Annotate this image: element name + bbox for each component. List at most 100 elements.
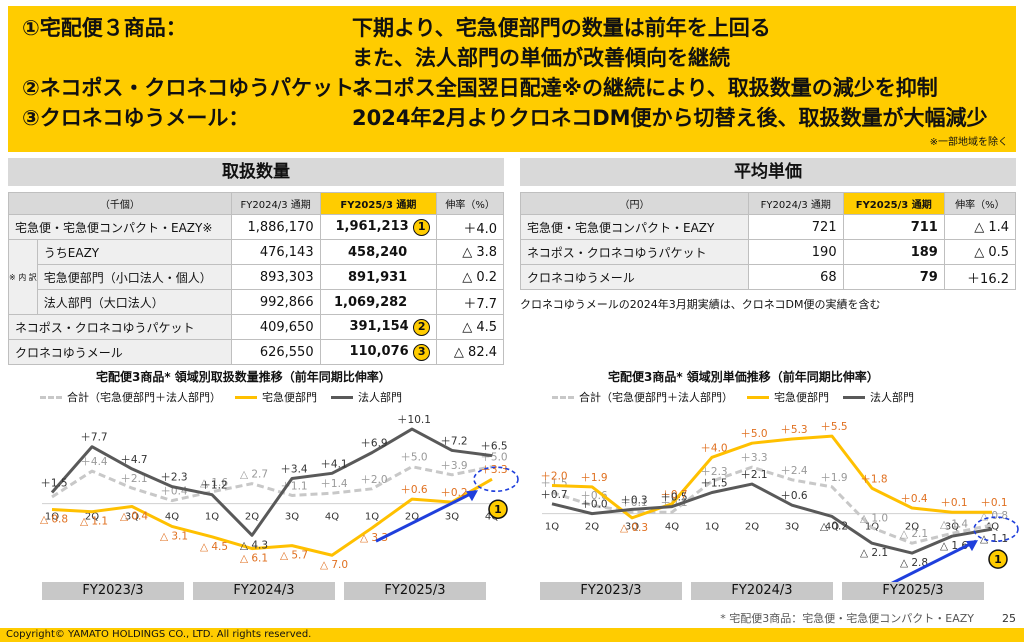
- data-label-corporate: ＋0.6: [780, 490, 808, 502]
- row-value-fy25-text: 110,076: [349, 343, 409, 359]
- row-rate: △ 4.5: [436, 314, 504, 340]
- data-label-takkyubin: ＋0.4: [900, 493, 928, 505]
- row-rate: △ 0.5: [943, 239, 1017, 265]
- data-label-corporate: ＋1.5: [40, 478, 67, 490]
- data-label-corporate: ＋7.2: [440, 435, 467, 447]
- data-label-corporate: ＋6.5: [480, 441, 507, 453]
- legend-label: 法人部門: [870, 391, 914, 404]
- data-label-total: ＋2.1: [120, 473, 147, 485]
- data-label-takkyubin: △ 0.8: [40, 513, 68, 525]
- banner-line-2: ②ネコポス・クロネコゆうパケット： ネコポス全国翌日配達※の継続により、取扱数量…: [22, 72, 938, 102]
- banner-note: ※一部地域を除く: [929, 137, 1008, 148]
- legend-item-corporate: 法人部門: [843, 389, 914, 405]
- highlight-ellipse: [973, 516, 1019, 542]
- data-label-takkyubin: △ 5.7: [280, 550, 308, 562]
- fy-label-left-1: FY2023/3: [42, 582, 184, 600]
- table-row: 宅急便・宅急便コンパクト・EAZY 721 711 △ 1.4: [520, 214, 1017, 240]
- banner-line-1: ①宅配便３商品： 下期より、宅急便部門の数量は前年を上回る: [22, 12, 771, 42]
- row-label: うちEAZY: [36, 239, 232, 265]
- data-label-total: ＋1.9: [820, 472, 847, 484]
- data-label-takkyubin: ＋2.0: [540, 470, 567, 482]
- row-value-fy24: 476,143: [230, 239, 321, 265]
- table-row: ※ 内 訳 うちEAZY 476,143 458,240 △ 3.8: [8, 239, 504, 315]
- data-label-takkyubin: ＋5.5: [820, 421, 847, 433]
- data-label-takkyubin: ＋0.1: [940, 497, 967, 509]
- data-label-takkyubin: △ 6.1: [240, 553, 268, 565]
- row-label: 宅急便・宅急便コンパクト・EAZY: [520, 214, 749, 240]
- highlight-arrowhead: [466, 490, 478, 502]
- legend-swatch: [331, 395, 353, 399]
- data-label-total: △ 1.4: [940, 518, 968, 530]
- row-label: 宅急便・宅急便コンパクト・EAZY※: [8, 214, 232, 240]
- data-label-takkyubin: △ 3.1: [160, 530, 188, 542]
- x-tick-label: 2Q: [745, 522, 759, 533]
- badge-1-label: 1: [994, 553, 1002, 566]
- data-label-takkyubin: △ 3.3: [360, 532, 388, 544]
- row-value-fy24: 409,650: [230, 314, 321, 340]
- x-tick-label: 3Q: [945, 522, 959, 533]
- legend-item-corporate: 法人部門: [331, 389, 402, 405]
- legend-item-takkyubin: 宅急便部門: [235, 389, 317, 405]
- data-label-corporate: ＋4.7: [120, 454, 147, 466]
- price-section-title: 平均単価: [520, 158, 1016, 186]
- x-tick-label: 4Q: [485, 512, 499, 523]
- data-label-total: ＋4.4: [80, 456, 108, 468]
- data-label-takkyubin: ＋0.1: [980, 497, 1007, 509]
- row-value-fy25: 391,154 2: [319, 314, 438, 340]
- data-label-total: △ 1.0: [860, 513, 888, 525]
- volume-section-title: 取扱数量: [8, 158, 504, 186]
- chart-left-title: 宅配便3商品* 領域別取扱数量推移（前年同期比伸率）: [96, 370, 391, 384]
- table-row: クロネコゆうメール 626,550 110,076 3 △ 82.4: [8, 339, 504, 365]
- data-label-corporate: ＋6.9: [360, 438, 387, 450]
- row-label: 法人部門（大口法人）: [36, 289, 232, 315]
- x-tick-label: 4Q: [665, 522, 679, 533]
- row-value-fy25: 110,076 3: [319, 339, 438, 365]
- data-label-corporate: ＋0.3: [620, 494, 647, 506]
- data-label-total: △ 2.1: [900, 528, 928, 540]
- x-tick-label: 1Q: [45, 512, 59, 523]
- data-label-takkyubin: ＋5.0: [740, 428, 767, 440]
- x-tick-label: 2Q: [585, 522, 599, 533]
- banner-desc-1b: また、法人部門の単価が改善傾向を継続: [352, 46, 730, 70]
- price-trend-chart: 1Q 2Q 3Q 4Q 1Q 2Q 3Q 4Q 1Q 2Q 3Q 4Q＋1.5＋0.6＋0.1 ＋0.1…: [540, 421, 1019, 593]
- row-value-fy24: 1,886,170: [230, 214, 321, 240]
- x-tick-label: 3Q: [125, 512, 139, 523]
- data-label-corporate: △ 2.8: [900, 557, 928, 569]
- banner-line-3: ③クロネコゆうメール： 2024年2月よりクロネコDM便から切替え後、取扱数量が…: [22, 102, 988, 132]
- page-number: 25: [1002, 612, 1016, 625]
- data-label-corporate: ＋2.1: [740, 469, 767, 481]
- table-row: 法人部門（大口法人） 992,866 1,069,282 ＋7.7: [9, 289, 504, 315]
- legend-label: 合計（宅急便部門＋法人部門）: [67, 391, 221, 404]
- data-label-total: △ 2.7: [240, 469, 268, 481]
- row-label: 宅急便部門（小口法人・個人）: [36, 264, 232, 290]
- data-label-corporate: △ 4.3: [240, 539, 268, 551]
- data-label-total: ＋5.0: [400, 452, 427, 464]
- row-value-fy24: 893,303: [230, 264, 321, 290]
- data-label-corporate: △ 1.1: [980, 533, 1008, 545]
- x-tick-label: 2Q: [905, 522, 919, 533]
- banner-head-3: ③クロネコゆうメール：: [22, 106, 250, 130]
- data-label-total: ＋3.3: [740, 452, 767, 464]
- legend-label: 宅急便部門: [262, 391, 317, 404]
- data-label-takkyubin: △ 0.3: [620, 522, 648, 534]
- badge-1: 1: [413, 218, 431, 236]
- volume-col1: FY2024/3 通期: [230, 192, 321, 215]
- x-tick-label: 3Q: [625, 522, 639, 533]
- x-tick-label: 2Q: [245, 512, 259, 523]
- data-label-takkyubin: ＋0.6: [400, 484, 428, 496]
- data-label-total: ＋2.4: [780, 465, 808, 477]
- fy-label-right-2: FY2024/3: [691, 582, 833, 600]
- volume-col3: 伸率（%）: [436, 192, 504, 215]
- data-label-takkyubin: ＋3.3: [480, 464, 507, 476]
- x-tick-label: 3Q: [285, 512, 299, 523]
- data-label-corporate: ＋0.5: [660, 492, 687, 504]
- fy-label-left-2: FY2024/3: [193, 582, 335, 600]
- data-label-takkyubin: ＋5.3: [780, 424, 807, 436]
- volume-col2: FY2025/3 通期: [319, 192, 438, 215]
- row-label: ネコポス・クロネコゆうパケット: [520, 239, 749, 265]
- series-line-takkyubin: [51, 477, 493, 557]
- banner-head-1: ①宅配便３商品：: [22, 16, 187, 40]
- badge-1-circle: [988, 549, 1008, 569]
- row-rate: △ 0.2: [436, 264, 504, 290]
- banner-desc-1: 下期より、宅急便部門の数量は前年を上回る: [352, 16, 771, 40]
